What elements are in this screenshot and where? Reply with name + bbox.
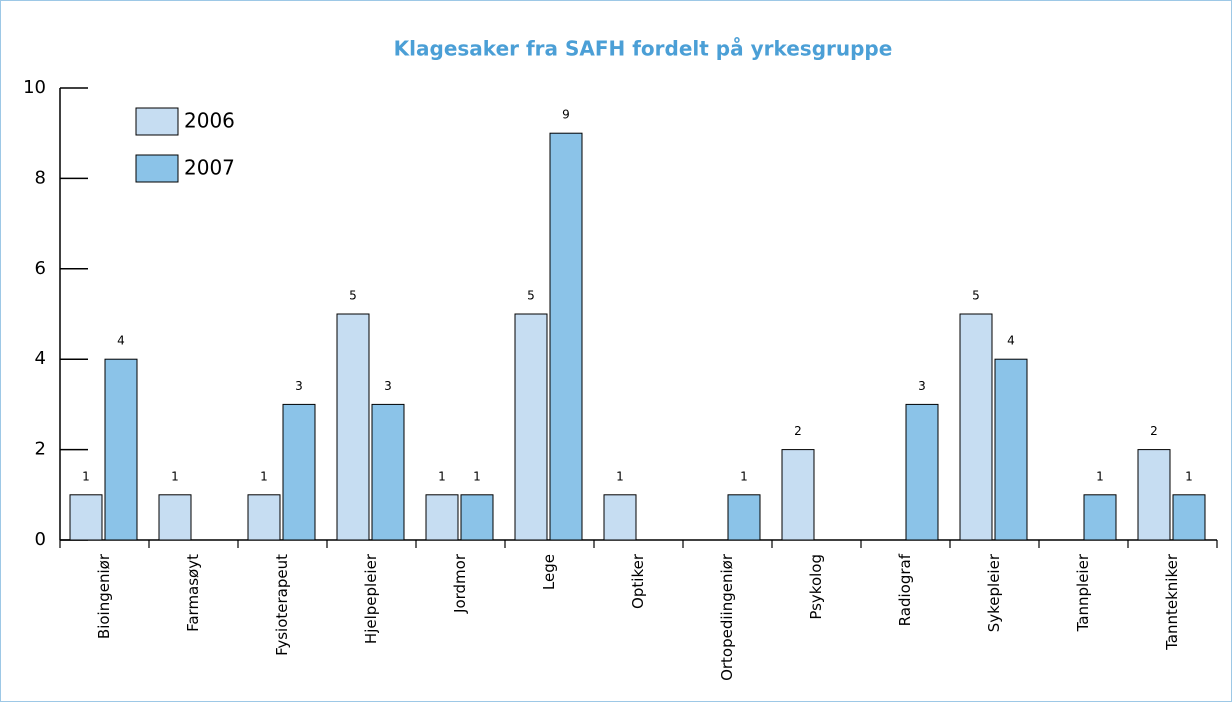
x-tick-label: Tanntekniker <box>1163 553 1181 651</box>
x-tick-label: Sykepleier <box>985 553 1003 632</box>
data-label: 1 <box>473 469 481 483</box>
bar <box>514 313 548 541</box>
x-tick-label: Radiograf <box>896 553 914 626</box>
data-label: 5 <box>349 289 357 303</box>
bar <box>1137 449 1171 541</box>
x-tick-label: Hjelpepleier <box>362 553 380 644</box>
data-label: 1 <box>616 469 624 483</box>
bar <box>371 403 405 541</box>
bar <box>425 494 459 541</box>
legend-label: 2007 <box>184 156 235 180</box>
x-tick-label: Lege <box>540 554 558 590</box>
data-label: 9 <box>562 108 570 122</box>
x-tick-label: Tannpleier <box>1074 553 1092 632</box>
y-tick-label: 2 <box>35 439 46 460</box>
chart-title: Klagesaker fra SAFH fordelt på yrkesgrup… <box>394 37 893 61</box>
data-label: 5 <box>527 289 535 303</box>
bar <box>549 132 583 541</box>
data-label: 1 <box>438 469 446 483</box>
bar <box>158 494 192 541</box>
data-label: 5 <box>972 289 980 303</box>
bar <box>603 494 637 541</box>
bar <box>781 449 815 541</box>
bar <box>959 313 993 541</box>
y-tick-label: 4 <box>35 348 46 369</box>
data-label: 4 <box>1007 334 1015 348</box>
x-tick-label: Psykolog <box>807 554 825 620</box>
bar <box>336 313 370 541</box>
data-label: 1 <box>1185 469 1193 483</box>
x-tick-label: Optiker <box>629 553 647 609</box>
x-tick-label: Fysioterapeut <box>273 554 291 656</box>
data-label: 3 <box>295 379 303 393</box>
y-tick-label: 6 <box>35 258 46 279</box>
data-label: 1 <box>260 469 268 483</box>
bar <box>994 358 1028 541</box>
x-tick-label: Farmasøyt <box>184 554 202 632</box>
data-label: 2 <box>794 424 802 438</box>
bar <box>282 403 316 541</box>
x-tick-label: Bioingeniør <box>95 553 113 639</box>
data-label: 1 <box>171 469 179 483</box>
bar <box>1083 494 1117 541</box>
bar <box>1172 494 1206 541</box>
data-label: 3 <box>384 379 392 393</box>
x-tick-label: Ortopediingeniør <box>718 553 736 681</box>
x-tick-label: Jordmor <box>451 553 469 614</box>
data-label: 4 <box>117 334 125 348</box>
bar <box>727 494 761 541</box>
bar <box>104 358 138 541</box>
bar <box>460 494 494 541</box>
data-label: 1 <box>740 469 748 483</box>
bar <box>905 403 939 541</box>
data-label: 3 <box>918 379 926 393</box>
y-tick-label: 8 <box>35 167 46 188</box>
legend-label: 2006 <box>184 109 235 133</box>
bar <box>247 494 281 541</box>
data-label: 1 <box>82 469 90 483</box>
y-tick-label: 10 <box>23 77 46 98</box>
legend-swatch <box>135 107 179 136</box>
legend-swatch <box>135 154 179 183</box>
data-label: 1 <box>1096 469 1104 483</box>
y-tick-label: 0 <box>35 529 46 550</box>
data-label: 2 <box>1150 424 1158 438</box>
bar <box>69 494 103 541</box>
